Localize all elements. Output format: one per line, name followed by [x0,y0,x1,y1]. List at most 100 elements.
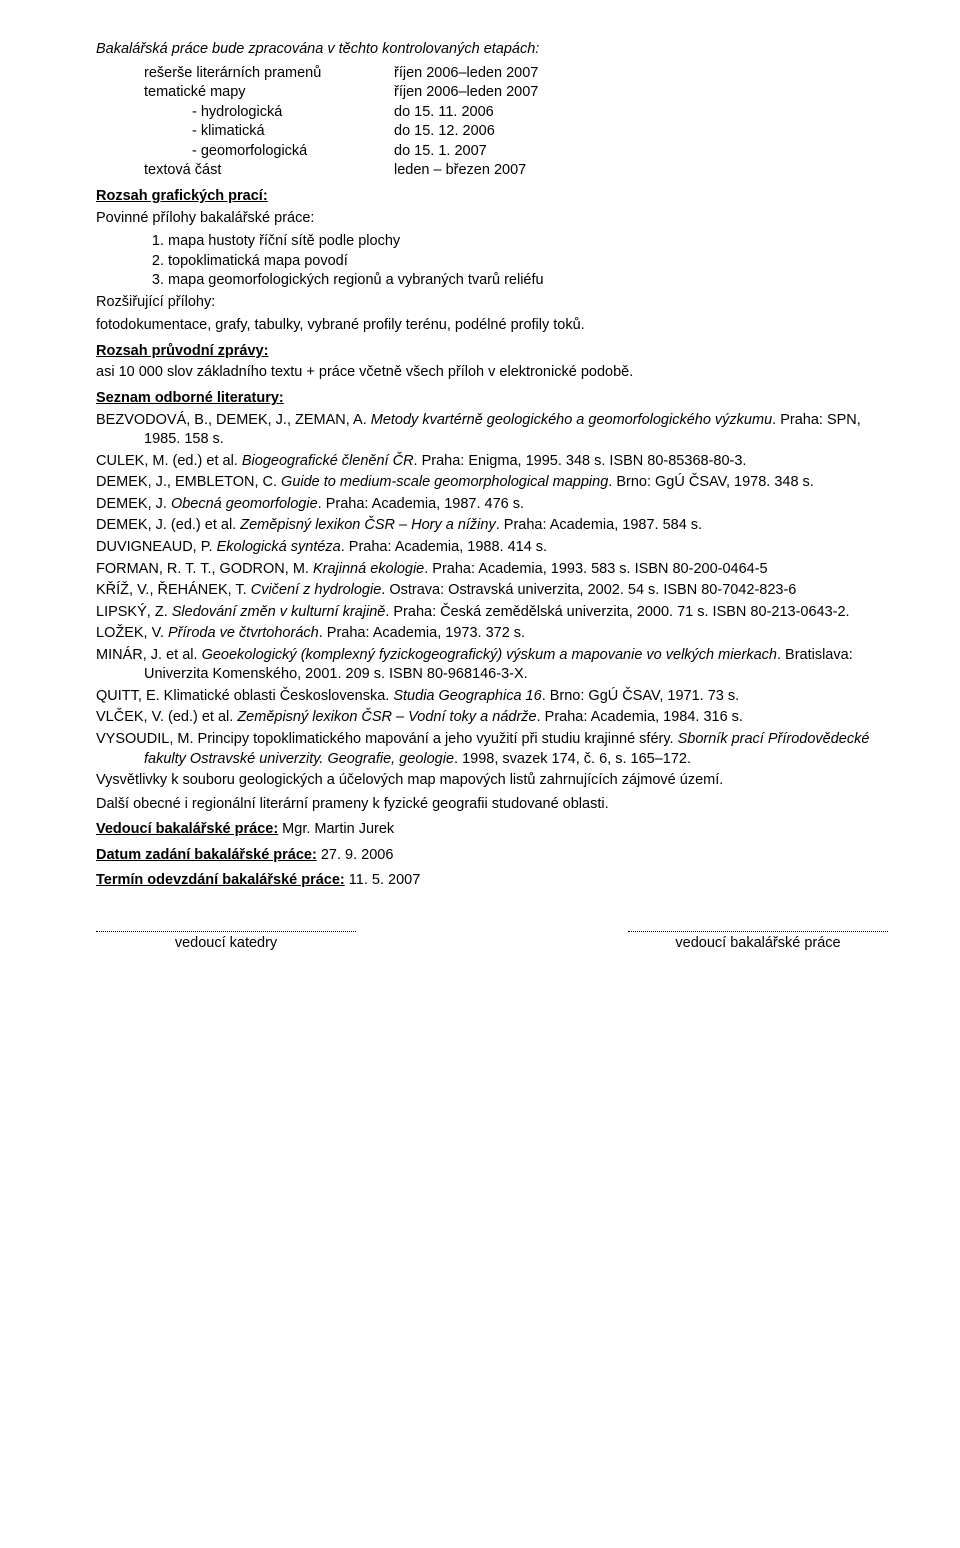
ref-tail: . Praha: Academia, 1988. 414 s. [341,539,547,555]
ref-author: CULEK, M. (ed.) et al. [96,453,242,469]
povinne-list: mapa hustoty říční sítě podle plochytopo… [96,232,888,291]
rozsirujici-line: Rozšiřující přílohy: [96,293,888,313]
rozsah-graf-head: Rozsah grafických prací: [96,187,888,207]
reference-entry: VYSOUDIL, M. Principy topoklimatického m… [96,730,888,769]
ref-author: DEMEK, J. (ed.) et al. [96,517,240,533]
ref-author: DEMEK, J. [96,496,171,512]
schedule-date: říjen 2006–leden 2007 [394,83,538,103]
reference-entry: DEMEK, J., EMBLETON, C. Guide to medium-… [96,473,888,493]
ref-title: Sledování změn v kulturní krajině [172,604,386,620]
pruvodni-head: Rozsah průvodní zprávy: [96,342,888,362]
odevz-date: 11. 5. 2007 [345,872,421,888]
ref-title: Krajinná ekologie [313,561,424,577]
lit-head: Seznam odborné literatury: [96,389,888,409]
ref-title: Zeměpisný lexikon ČSR – Vodní toky a nád… [237,709,536,725]
references-block: BEZVODOVÁ, B., DEMEK, J., ZEMAN, A. Meto… [96,411,888,770]
schedule-date: do 15. 12. 2006 [394,122,495,142]
povinne-line: Povinné přílohy bakalářské práce: [96,209,888,229]
reference-entry: DEMEK, J. Obecná geomorfologie. Praha: A… [96,495,888,515]
vedouci-name: Mgr. Martin Jurek [278,821,394,837]
rozsirujici-text: fotodokumentace, grafy, tabulky, vybrané… [96,316,888,336]
ref-title: Geoekologický (komplexný fyzickogeografi… [202,647,777,663]
ref-author: DUVIGNEAUD, P. [96,539,217,555]
ref-author: KŘÍŽ, V., ŘEHÁNEK, T. [96,582,251,598]
reference-entry: KŘÍŽ, V., ŘEHÁNEK, T. Cvičení z hydrolog… [96,581,888,601]
schedule-label: - klimatická [144,122,394,142]
schedule-row: - geomorfologickádo 15. 1. 2007 [144,142,888,162]
ref-tail: . Praha: Academia, 1993. 583 s. ISBN 80-… [424,561,767,577]
ref-title: Příroda ve čtvrtohorách [168,625,319,641]
odevz-head: Termín odevzdání bakalářské práce: [96,872,345,888]
reference-entry: FORMAN, R. T. T., GODRON, M. Krajinná ek… [96,560,888,580]
ref-title: Guide to medium-scale geomorphological m… [281,474,608,490]
povinne-item: topoklimatická mapa povodí [168,252,888,272]
ref-tail: . Brno: GgÚ ČSAV, 1971. 73 s. [542,688,739,704]
ref-author: FORMAN, R. T. T., GODRON, M. [96,561,313,577]
reference-entry: VLČEK, V. (ed.) et al. Zeměpisný lexikon… [96,708,888,728]
schedule-date: leden – březen 2007 [394,161,526,181]
sig-left-line [96,931,356,932]
schedule-date: do 15. 11. 2006 [394,103,494,123]
ref-author: BEZVODOVÁ, B., DEMEK, J., ZEMAN, A. [96,412,371,428]
sig-left-label: vedoucí katedry [96,934,356,954]
sig-right-label: vedoucí bakalářské práce [628,934,888,954]
ref-title: Obecná geomorfologie [171,496,318,512]
sig-right-cell: vedoucí bakalářské práce [628,931,888,954]
schedule-date: do 15. 1. 2007 [394,142,487,162]
zadani-line: Datum zadání bakalářské práce: 27. 9. 20… [96,846,888,866]
ref-tail: . 1998, svazek 174, č. 6, s. 165–172. [454,751,691,767]
ref-title: Ekologická syntéza [217,539,341,555]
tail-note-1: Vysvětlivky k souboru geologických a úče… [96,771,888,791]
schedule-row: rešerše literárních pramenůříjen 2006–le… [144,64,888,84]
ref-tail: . Praha: Enigma, 1995. 348 s. ISBN 80-85… [414,453,747,469]
ref-author: MINÁR, J. et al. [96,647,202,663]
schedule-label: - geomorfologická [144,142,394,162]
vedouci-line: Vedoucí bakalářské práce: Mgr. Martin Ju… [96,820,888,840]
ref-author: VLČEK, V. (ed.) et al. [96,709,237,725]
intro-line: Bakalářská práce bude zpracována v těcht… [96,40,888,60]
ref-title: Zeměpisný lexikon ČSR – Hory a nížiny [240,517,495,533]
ref-tail: . Praha: Academia, 1984. 316 s. [537,709,743,725]
vedouci-head: Vedoucí bakalářské práce: [96,821,278,837]
ref-tail: . Brno: GgÚ ČSAV, 1978. 348 s. [608,474,814,490]
ref-title: Studia Geographica 16 [393,688,541,704]
sig-left-cell: vedoucí katedry [96,931,356,954]
tail-note-2: Další obecné i regionální literární pram… [96,795,888,815]
schedule-label: textová část [144,161,394,181]
ref-tail: . Praha: Academia, 1987. 584 s. [496,517,702,533]
ref-author: LOŽEK, V. [96,625,168,641]
ref-author: LIPSKÝ, Z. [96,604,172,620]
schedule-label: - hydrologická [144,103,394,123]
reference-entry: MINÁR, J. et al. Geoekologický (komplexn… [96,646,888,685]
povinne-item: mapa geomorfologických regionů a vybraný… [168,271,888,291]
pruvodni-text: asi 10 000 slov základního textu + práce… [96,363,888,383]
reference-entry: DEMEK, J. (ed.) et al. Zeměpisný lexikon… [96,516,888,536]
odevz-line: Termín odevzdání bakalářské práce: 11. 5… [96,871,888,891]
schedule-row: tematické mapyříjen 2006–leden 2007 [144,83,888,103]
ref-title: Cvičení z hydrologie [251,582,382,598]
reference-entry: DUVIGNEAUD, P. Ekologická syntéza. Praha… [96,538,888,558]
zadani-head: Datum zadání bakalářské práce: [96,847,317,863]
reference-entry: QUITT, E. Klimatické oblasti Českosloven… [96,687,888,707]
reference-entry: CULEK, M. (ed.) et al. Biogeografické čl… [96,452,888,472]
ref-tail: . Praha: Academia, 1987. 476 s. [318,496,524,512]
schedule-label: rešerše literárních pramenů [144,64,394,84]
ref-tail: . Ostrava: Ostravská univerzita, 2002. 5… [381,582,796,598]
schedule-date: říjen 2006–leden 2007 [394,64,538,84]
ref-author: DEMEK, J., EMBLETON, C. [96,474,281,490]
sig-right-line [628,931,888,932]
ref-title: Biogeografické členění ČR [242,453,414,469]
schedule-row: - klimatickádo 15. 12. 2006 [144,122,888,142]
reference-entry: LIPSKÝ, Z. Sledování změn v kulturní kra… [96,603,888,623]
schedule-label: tematické mapy [144,83,394,103]
ref-tail: . Praha: Academia, 1973. 372 s. [319,625,525,641]
ref-author: QUITT, E. Klimatické oblasti Českosloven… [96,688,393,704]
zadani-date: 27. 9. 2006 [317,847,394,863]
ref-author: VYSOUDIL, M. Principy topoklimatického m… [96,731,678,747]
schedule-block: rešerše literárních pramenůříjen 2006–le… [96,64,888,181]
reference-entry: LOŽEK, V. Příroda ve čtvrtohorách. Praha… [96,624,888,644]
ref-tail: . Praha: Česká zemědělská univerzita, 20… [385,604,849,620]
ref-title: Metody kvartérně geologického a geomorfo… [371,412,772,428]
signature-row: vedoucí katedry vedoucí bakalářské práce [96,931,888,954]
schedule-row: - hydrologickádo 15. 11. 2006 [144,103,888,123]
